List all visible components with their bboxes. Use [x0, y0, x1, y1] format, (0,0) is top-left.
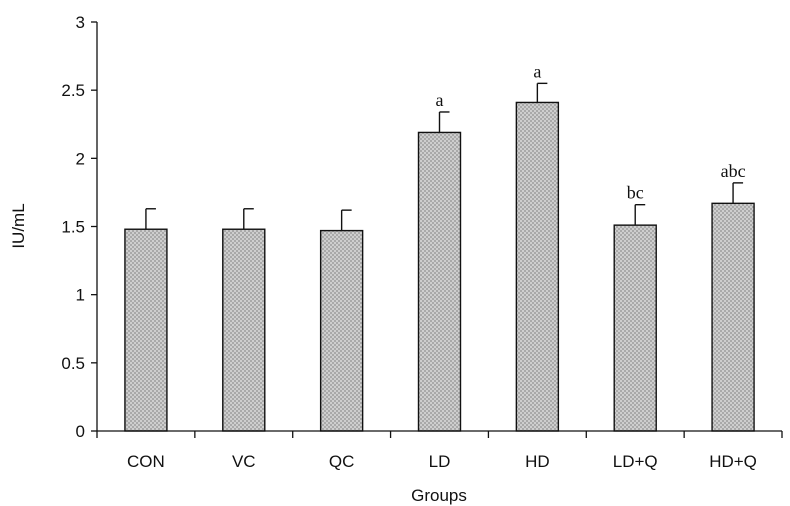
significance-label: a — [533, 61, 541, 81]
y-tick-label: 1 — [76, 286, 85, 305]
y-tick-label: 1.5 — [61, 218, 85, 237]
x-ticks-layer: CON VC QC LD HD LD+Q HD+Q — [96, 431, 783, 471]
y-tick-label: 0 — [76, 422, 85, 441]
x-tick-label: QC — [329, 452, 355, 471]
bar-ld — [417, 131, 462, 432]
significance-label: abc — [721, 161, 746, 181]
y-tick-label: 0.5 — [61, 354, 85, 373]
x-tick-label: HD — [525, 452, 550, 471]
x-tick-label: VC — [232, 452, 256, 471]
bar-qc — [319, 229, 364, 432]
bar-hd — [515, 101, 560, 432]
bar-hd-plus-q — [711, 202, 755, 432]
y-tick-label: 2 — [76, 149, 85, 168]
x-tick-label: HD+Q — [709, 452, 757, 471]
y-axis-title: IU/mL — [9, 203, 28, 248]
bar-con — [124, 228, 168, 432]
bar-ld-plus-q — [613, 224, 657, 432]
significance-label: a — [436, 90, 444, 110]
x-tick-label: LD — [429, 452, 451, 471]
x-tick-label: CON — [127, 452, 165, 471]
significance-label: bc — [627, 183, 644, 203]
y-ticks-layer: 0 0.5 1 1.5 2 2.5 3 — [61, 13, 97, 441]
bar-vc — [222, 228, 266, 432]
x-tick-label: LD+Q — [613, 452, 658, 471]
bars-layer — [124, 101, 755, 432]
x-axis-title: Groups — [411, 486, 467, 505]
y-tick-label: 3 — [76, 13, 85, 32]
y-tick-label: 2.5 — [61, 81, 85, 100]
error-bars-layer — [145, 82, 744, 231]
